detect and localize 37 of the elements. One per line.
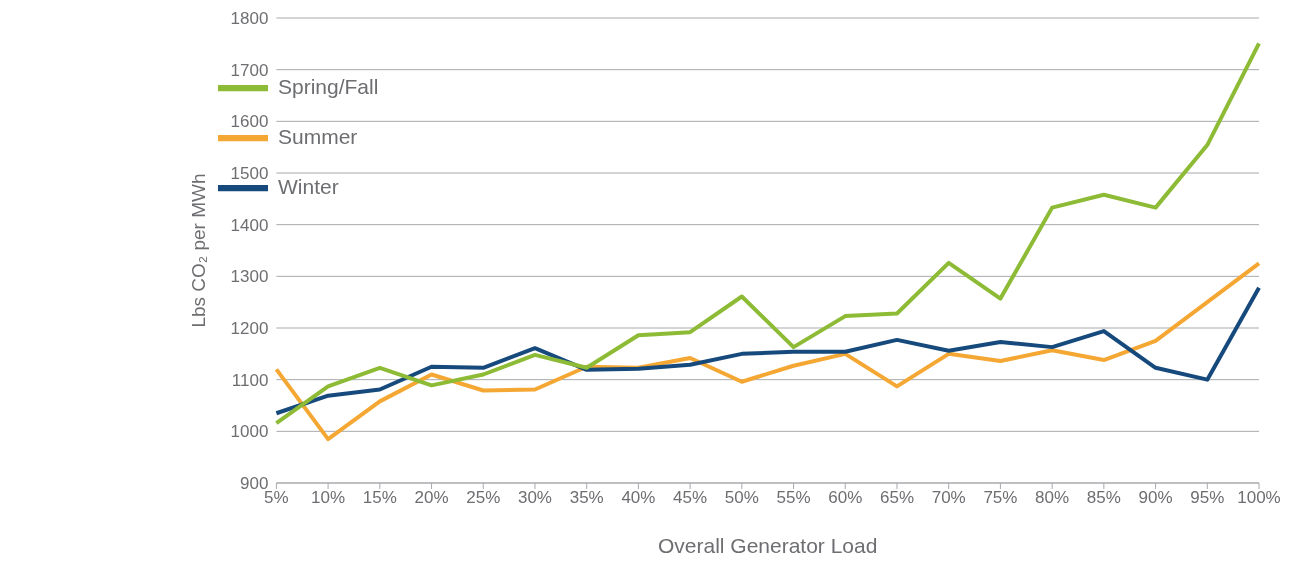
x-tick-label: 75% bbox=[983, 488, 1018, 508]
x-tick-label: 95% bbox=[1190, 488, 1225, 508]
legend-label: Spring/Fall bbox=[278, 74, 379, 98]
x-tick-label: 90% bbox=[1138, 488, 1173, 508]
x-tick-label: 70% bbox=[931, 488, 966, 508]
x-tick-label: 55% bbox=[776, 488, 811, 508]
x-tick-label: 85% bbox=[1086, 488, 1121, 508]
line-series bbox=[274, 261, 1261, 442]
line-series bbox=[274, 41, 1261, 426]
x-tick-label: 5% bbox=[264, 488, 289, 508]
y-tick-label: 1700 bbox=[230, 60, 269, 80]
y-tick-label: 1800 bbox=[230, 9, 269, 29]
x-tick-label: 25% bbox=[466, 488, 501, 508]
x-tick-label: 30% bbox=[517, 488, 552, 508]
legend-label: Winter bbox=[278, 174, 339, 198]
y-tick-label: 1300 bbox=[230, 267, 269, 287]
x-tick-label: 35% bbox=[569, 488, 604, 508]
x-tick-label: 10% bbox=[311, 488, 346, 508]
y-tick-label: 1000 bbox=[230, 422, 269, 442]
y-tick-label: 1200 bbox=[230, 319, 269, 339]
x-tick-label: 45% bbox=[673, 488, 708, 508]
y-tick-label: 1100 bbox=[231, 370, 269, 390]
legend-label: Summer bbox=[278, 124, 358, 148]
x-tick-label: 15% bbox=[362, 488, 397, 508]
y-tick-label: 1400 bbox=[230, 215, 269, 235]
x-tick-label: 50% bbox=[724, 488, 759, 508]
y-axis-title: Lbs CO₂ per MWh bbox=[188, 173, 210, 328]
x-tick-label: 60% bbox=[828, 488, 863, 508]
line-series bbox=[274, 285, 1261, 416]
x-tick-label: 65% bbox=[879, 488, 914, 508]
y-tick-label: 1600 bbox=[230, 112, 269, 132]
y-tick-label: 1500 bbox=[230, 164, 269, 184]
x-axis-title: Overall Generator Load bbox=[657, 534, 878, 557]
x-tick-label: 20% bbox=[414, 488, 449, 508]
x-tick-label: 100% bbox=[1237, 488, 1281, 508]
x-tick-label: 40% bbox=[621, 488, 656, 508]
x-tick-label: 80% bbox=[1035, 488, 1070, 508]
